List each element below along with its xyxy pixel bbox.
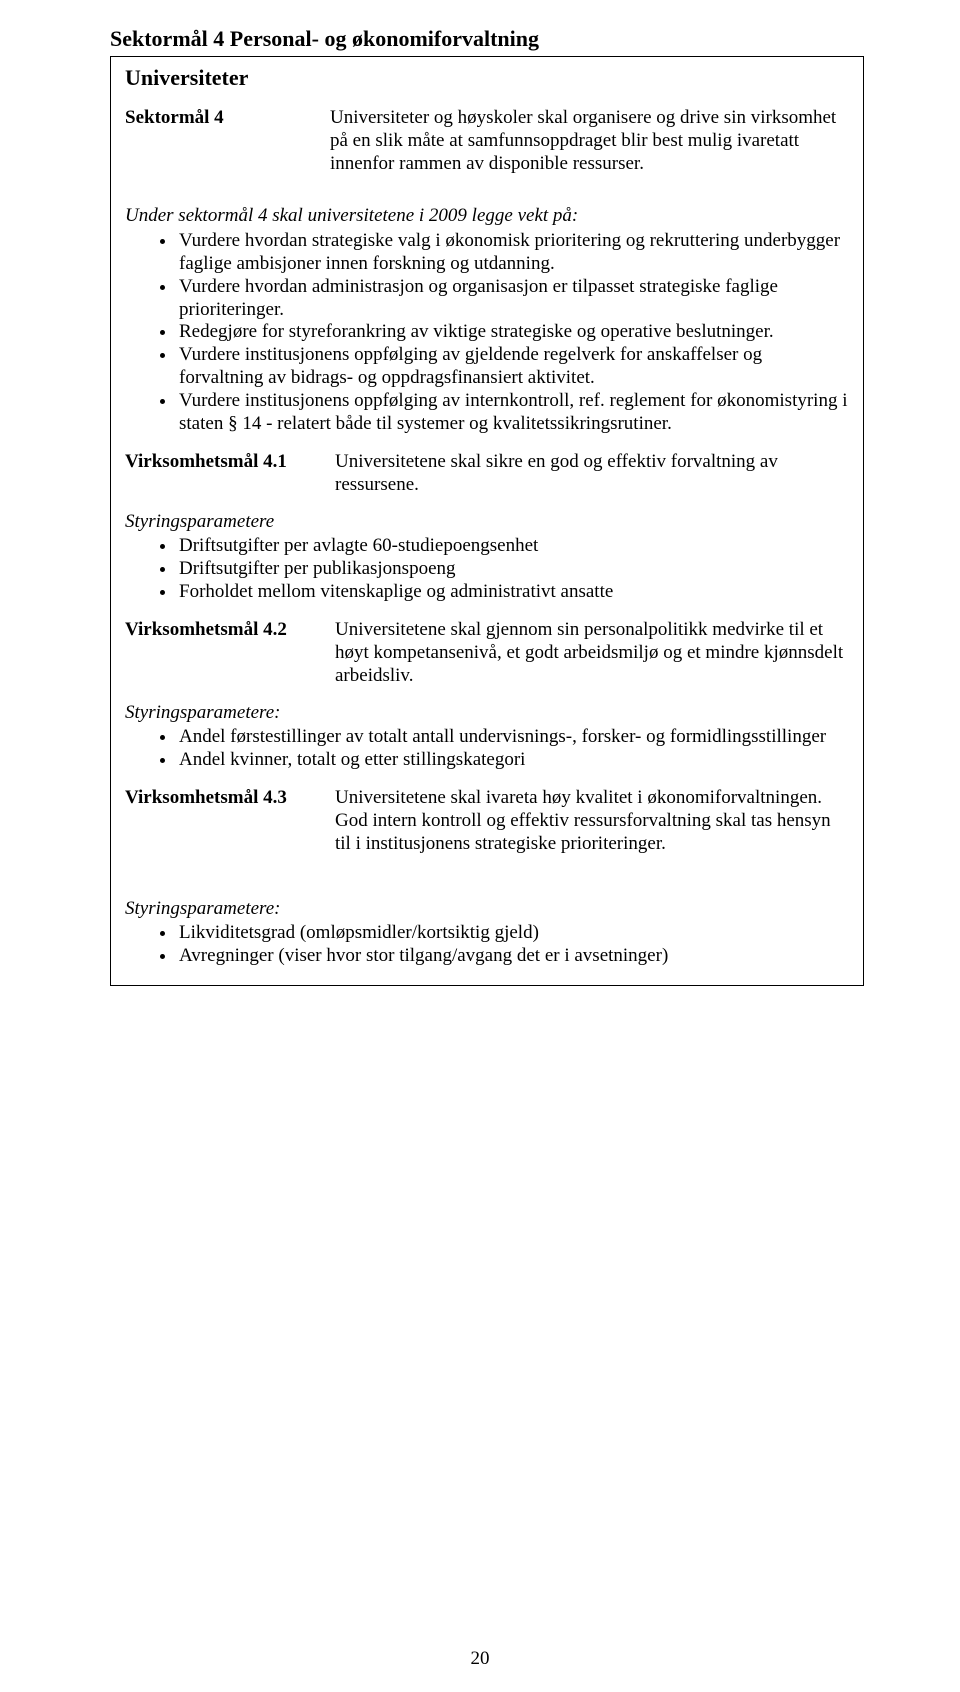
sp42-list: Andel førstestillinger av totalt antall …	[125, 726, 849, 772]
list-item: Andel førstestillinger av totalt antall …	[177, 726, 849, 749]
spacer	[125, 856, 849, 884]
vm42-text: Universitetene skal gjennom sin personal…	[335, 619, 849, 687]
list-item: Likviditetsgrad (omløpsmidler/kortsiktig…	[177, 922, 849, 945]
vm43-label: Virksomhetsmål 4.3	[125, 787, 335, 809]
content-box: Universiteter Sektormål 4 Universiteter …	[110, 56, 864, 986]
vm42-label: Virksomhetsmål 4.2	[125, 619, 335, 641]
under-intro: Under sektormål 4 skal universitetene i …	[125, 205, 849, 228]
list-item: Andel kvinner, totalt og etter stillings…	[177, 749, 849, 772]
list-item: Vurdere institusjonens oppfølging av int…	[177, 390, 849, 436]
list-item: Vurdere hvordan administrasjon og organi…	[177, 276, 849, 322]
list-item: Forholdet mellom vitenskaplige og admini…	[177, 581, 849, 604]
list-item: Driftsutgifter per publikasjonspoeng	[177, 558, 849, 581]
vm43-text: Universitetene skal ivareta høy kvalitet…	[335, 787, 849, 855]
spacer	[125, 175, 849, 205]
vm41-row: Virksomhetsmål 4.1 Universitetene skal s…	[125, 451, 849, 497]
sp41-list: Driftsutgifter per avlagte 60-studiepoen…	[125, 535, 849, 603]
page-title: Sektormål 4 Personal- og økonomiforvaltn…	[110, 26, 864, 52]
page: Sektormål 4 Personal- og økonomiforvaltn…	[0, 0, 960, 1692]
under-list: Vurdere hvordan strategiske valg i økono…	[125, 230, 849, 435]
sp41-heading: Styringsparametere	[125, 511, 849, 533]
sektor-label: Sektormål 4	[125, 107, 330, 129]
list-item: Redegjøre for styreforankring av viktige…	[177, 321, 849, 344]
sektor-description: Universiteter og høyskoler skal organise…	[330, 107, 849, 175]
sp42-heading: Styringsparametere:	[125, 702, 849, 724]
vm41-label: Virksomhetsmål 4.1	[125, 451, 335, 473]
vm42-row: Virksomhetsmål 4.2 Universitetene skal g…	[125, 619, 849, 687]
page-number: 20	[0, 1648, 960, 1670]
sp43-list: Likviditetsgrad (omløpsmidler/kortsiktig…	[125, 922, 849, 968]
list-item: Avregninger (viser hvor stor tilgang/avg…	[177, 945, 849, 968]
list-item: Driftsutgifter per avlagte 60-studiepoen…	[177, 535, 849, 558]
sp43-heading: Styringsparametere:	[125, 898, 849, 920]
list-item: Vurdere hvordan strategiske valg i økono…	[177, 230, 849, 276]
list-item: Vurdere institusjonens oppfølging av gje…	[177, 344, 849, 390]
vm41-text: Universitetene skal sikre en god og effe…	[335, 451, 849, 497]
box-heading: Universiteter	[125, 65, 849, 91]
vm43-row: Virksomhetsmål 4.3 Universitetene skal i…	[125, 787, 849, 855]
sektor-row: Sektormål 4 Universiteter og høyskoler s…	[125, 107, 849, 175]
